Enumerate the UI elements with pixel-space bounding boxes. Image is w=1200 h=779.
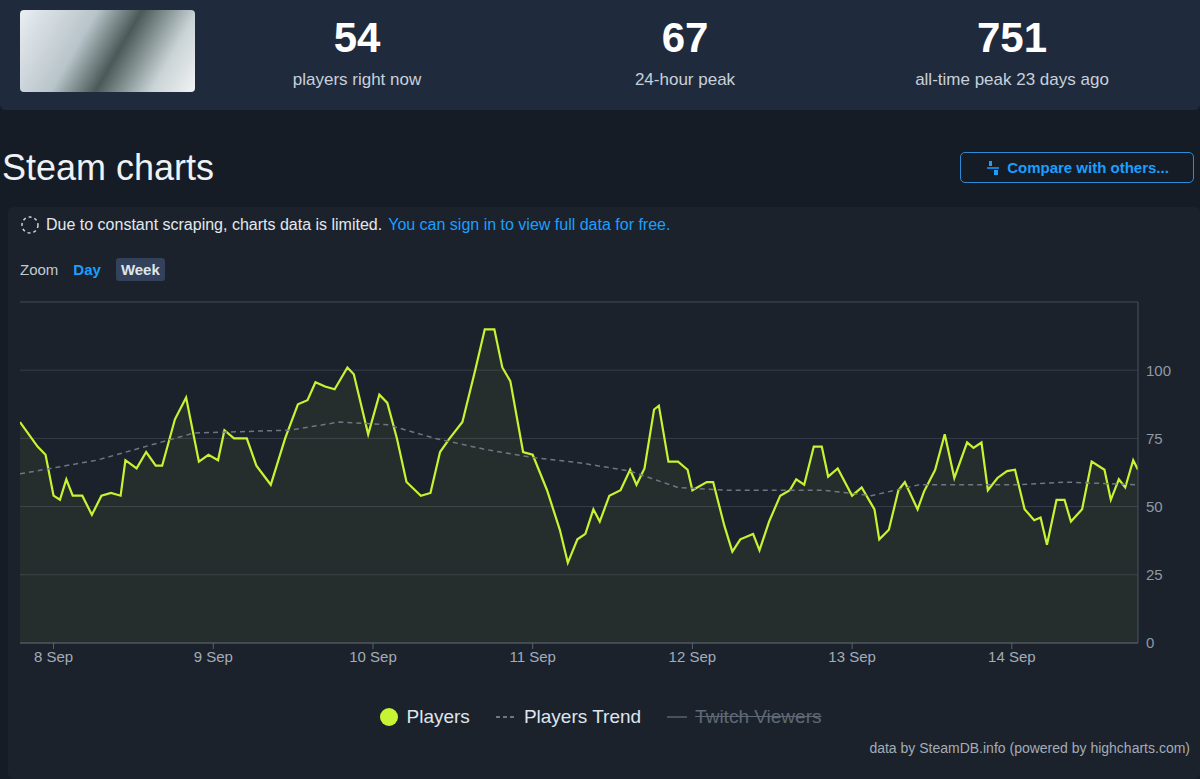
html-text:Week: Week [120,261,160,278]
html-text:Players Trend: Players Trend [523,706,642,727]
html-text:54: 54 [333,14,381,61]
html-text:players right now: players right now [292,70,422,89]
html-text:Players: Players [406,706,470,727]
html-text:751: 751 [977,14,1047,61]
svg-text:50: 50 [1146,498,1163,515]
html-text:24-hour peak: 24-hour peak [634,70,736,89]
svg-text:13 Sep: 13 Sep [828,648,876,665]
svg-text:100: 100 [1146,362,1171,379]
svg-text:8 Sep: 8 Sep [34,648,73,665]
html-text:Steam charts: Steam charts [2,147,215,188]
html-text:Due to constant scraping, char: Due to constant scraping, charts data is… [46,216,671,233]
html-text:Day: Day [73,261,101,278]
html-text:67: 67 [661,14,709,61]
html-text:Twitch Viewers: Twitch Viewers [695,706,822,727]
svg-text:9 Sep: 9 Sep [194,648,233,665]
svg-text:12 Sep: 12 Sep [669,648,717,665]
html-text:Compare with others...: Compare with others... [1007,159,1169,176]
svg-text:75: 75 [1146,430,1163,447]
svg-text:25: 25 [1146,566,1163,583]
svg-text:14 Sep: 14 Sep [988,648,1036,665]
html-text:data by SteamDB.info (powered: data by SteamDB.info (powered by highcha… [869,740,1190,756]
html-text:all-time peak 23 days ago: all-time peak 23 days ago [915,70,1109,89]
html-text:Zoom: Zoom [20,261,59,278]
svg-text:11 Sep: 11 Sep [509,648,555,665]
svg-text:0: 0 [1146,634,1154,651]
svg-text:10 Sep: 10 Sep [349,648,397,665]
